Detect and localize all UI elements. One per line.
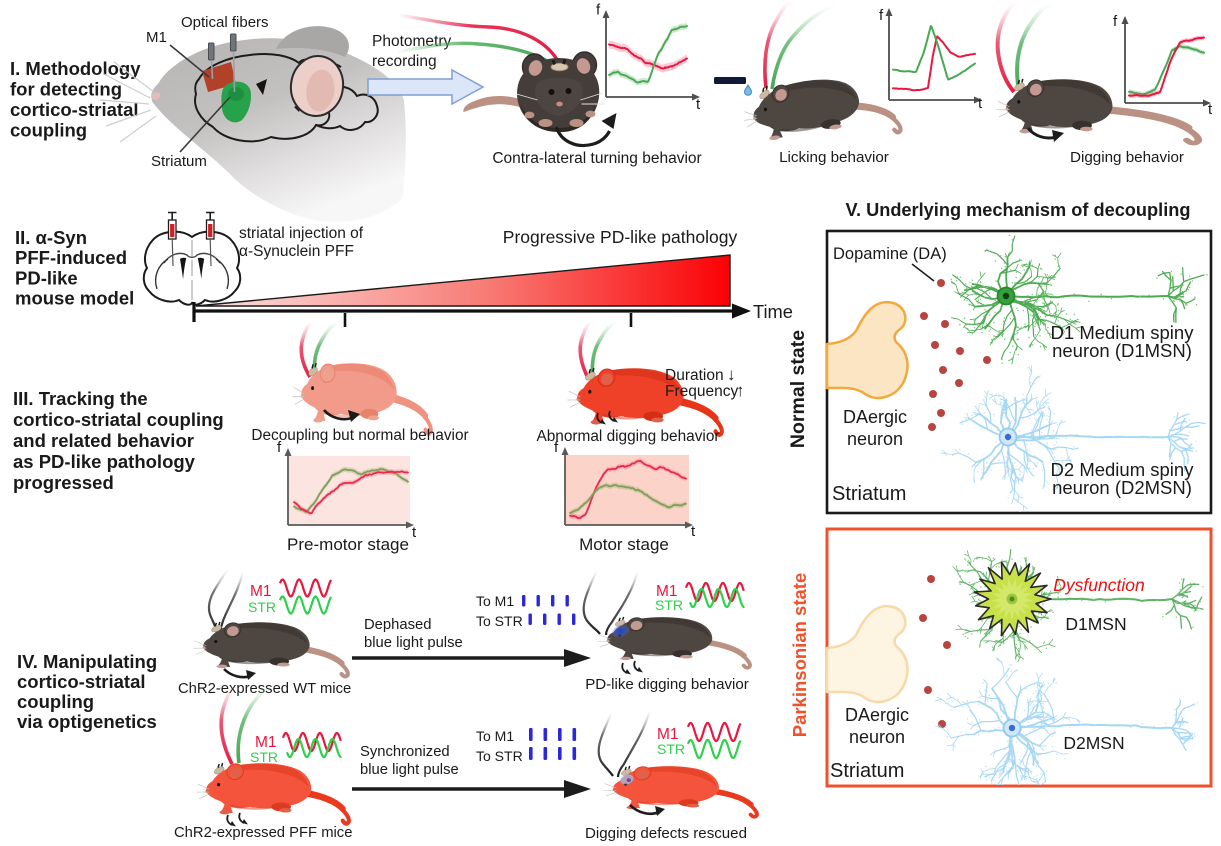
svg-text:STR: STR <box>248 599 276 615</box>
svg-text:Abnormal digging behavior: Abnormal digging behavior <box>536 428 719 445</box>
svg-text:recording: recording <box>372 53 437 70</box>
svg-text:Photometry: Photometry <box>372 33 452 50</box>
svg-text:t: t <box>1208 101 1213 118</box>
svg-text:II. α-Syn: II. α-Syn <box>15 227 87 248</box>
svg-text:α-Synuclein PFF: α-Synuclein PFF <box>239 243 354 260</box>
svg-text:cortico-striatal coupling: cortico-striatal coupling <box>13 409 224 430</box>
svg-text:D2MSN: D2MSN <box>1063 733 1124 753</box>
svg-text:↑: ↑ <box>736 381 745 400</box>
svg-text:f: f <box>596 2 601 19</box>
svg-text:as PD-like pathology: as PD-like pathology <box>13 451 196 472</box>
svg-text:Striatum: Striatum <box>832 483 906 505</box>
svg-text:IV. Manipulating: IV. Manipulating <box>17 651 157 672</box>
svg-text:Frequency: Frequency <box>665 383 738 400</box>
svg-text:M1: M1 <box>250 583 272 600</box>
svg-text:t: t <box>978 95 983 112</box>
svg-text:Parkinsonian state: Parkinsonian state <box>789 573 810 738</box>
svg-text:cortico-striatal: cortico-striatal <box>10 99 139 120</box>
svg-text:Decoupling but normal behavior: Decoupling but normal behavior <box>251 427 468 444</box>
svg-text:M1: M1 <box>146 29 167 46</box>
svg-text:To M1: To M1 <box>476 728 514 744</box>
svg-text:To M1: To M1 <box>476 593 514 609</box>
svg-text:M1: M1 <box>255 734 277 751</box>
svg-text:Normal state: Normal state <box>787 330 809 448</box>
svg-text:coupling: coupling <box>10 120 87 141</box>
svg-text:V. Underlying mechanism of dec: V. Underlying mechanism of decoupling <box>846 200 1191 220</box>
svg-text:ChR2-expressed PFF mice: ChR2-expressed PFF mice <box>174 825 352 841</box>
svg-text:Digging defects rescued: Digging defects rescued <box>585 825 747 842</box>
svg-text:STR: STR <box>250 749 278 765</box>
svg-text:DAergic: DAergic <box>845 705 909 725</box>
svg-text:f: f <box>879 7 884 24</box>
svg-text:D2 Medium spiny: D2 Medium spiny <box>1051 459 1195 480</box>
svg-text:D1MSN: D1MSN <box>1065 614 1126 634</box>
svg-text:PD-like: PD-like <box>15 267 78 288</box>
svg-text:t: t <box>691 523 696 540</box>
svg-text:Dopamine (DA): Dopamine (DA) <box>833 245 947 263</box>
svg-text:f: f <box>554 439 559 456</box>
svg-text:Digging behavior: Digging behavior <box>1070 149 1184 166</box>
svg-text:Dephased: Dephased <box>364 617 431 633</box>
svg-text:cortico-striatal: cortico-striatal <box>17 671 146 692</box>
svg-text:blue light pulse: blue light pulse <box>364 635 463 651</box>
svg-text:t: t <box>696 96 701 113</box>
svg-text:Striatum: Striatum <box>830 760 904 782</box>
svg-text:Duration: Duration <box>665 367 724 384</box>
svg-text:neuron: neuron <box>849 727 905 747</box>
svg-text:striatal injection of: striatal injection of <box>239 225 364 242</box>
svg-text:f: f <box>1113 13 1118 30</box>
svg-text:↓: ↓ <box>727 365 736 384</box>
svg-text:Pre-motor stage: Pre-motor stage <box>287 535 409 554</box>
svg-text:Licking behavior: Licking behavior <box>779 149 889 166</box>
svg-text:neuron: neuron <box>847 429 903 449</box>
svg-text:M1: M1 <box>657 726 679 743</box>
svg-text:STR: STR <box>655 597 683 613</box>
svg-text:for detecting: for detecting <box>10 79 122 100</box>
svg-text:Optical fibers: Optical fibers <box>181 14 269 31</box>
svg-text:Contra-lateral turning behavio: Contra-lateral turning behavior <box>492 150 701 167</box>
svg-text:PD-like digging behavior: PD-like digging behavior <box>585 676 749 693</box>
svg-text:To STR: To STR <box>476 613 523 629</box>
svg-text:progressed: progressed <box>13 472 114 493</box>
svg-text:DAergic: DAergic <box>843 407 907 427</box>
svg-text:t: t <box>412 524 417 541</box>
svg-text:Dysfunction: Dysfunction <box>1053 575 1144 595</box>
svg-text:neuron (D2MSN): neuron (D2MSN) <box>1052 477 1192 498</box>
svg-text:D1 Medium spiny: D1 Medium spiny <box>1051 322 1195 343</box>
svg-text:Synchronized: Synchronized <box>360 744 450 760</box>
svg-text:coupling: coupling <box>17 691 94 712</box>
svg-text:To STR: To STR <box>476 748 523 764</box>
svg-text:PFF-induced: PFF-induced <box>15 247 127 268</box>
svg-text:Progressive PD-like pathology: Progressive PD-like pathology <box>503 227 738 247</box>
svg-text:III. Tracking the: III. Tracking the <box>13 388 148 409</box>
svg-text:STR: STR <box>657 741 685 757</box>
svg-text:f: f <box>277 439 282 456</box>
svg-text:I. Methodology: I. Methodology <box>10 58 141 79</box>
svg-text:Motor stage: Motor stage <box>579 535 669 554</box>
svg-text:Striatum: Striatum <box>151 153 207 170</box>
svg-text:blue light pulse: blue light pulse <box>360 762 459 778</box>
svg-text:and related behavior: and related behavior <box>13 430 194 451</box>
svg-text:M1: M1 <box>656 583 678 600</box>
svg-text:Time: Time <box>753 301 793 322</box>
svg-text:via optigenetics: via optigenetics <box>17 711 157 732</box>
svg-text:mouse model: mouse model <box>15 288 134 309</box>
svg-text:neuron (D1MSN): neuron (D1MSN) <box>1052 340 1192 361</box>
